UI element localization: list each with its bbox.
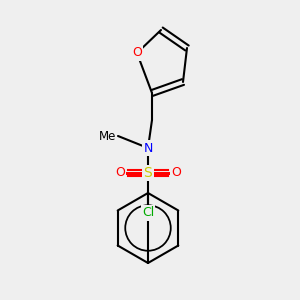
Text: O: O: [132, 46, 142, 59]
Text: Me: Me: [99, 130, 116, 142]
Text: O: O: [115, 167, 125, 179]
Text: S: S: [144, 166, 152, 180]
Text: N: N: [143, 142, 153, 154]
Text: Cl: Cl: [142, 206, 154, 220]
Text: O: O: [171, 167, 181, 179]
